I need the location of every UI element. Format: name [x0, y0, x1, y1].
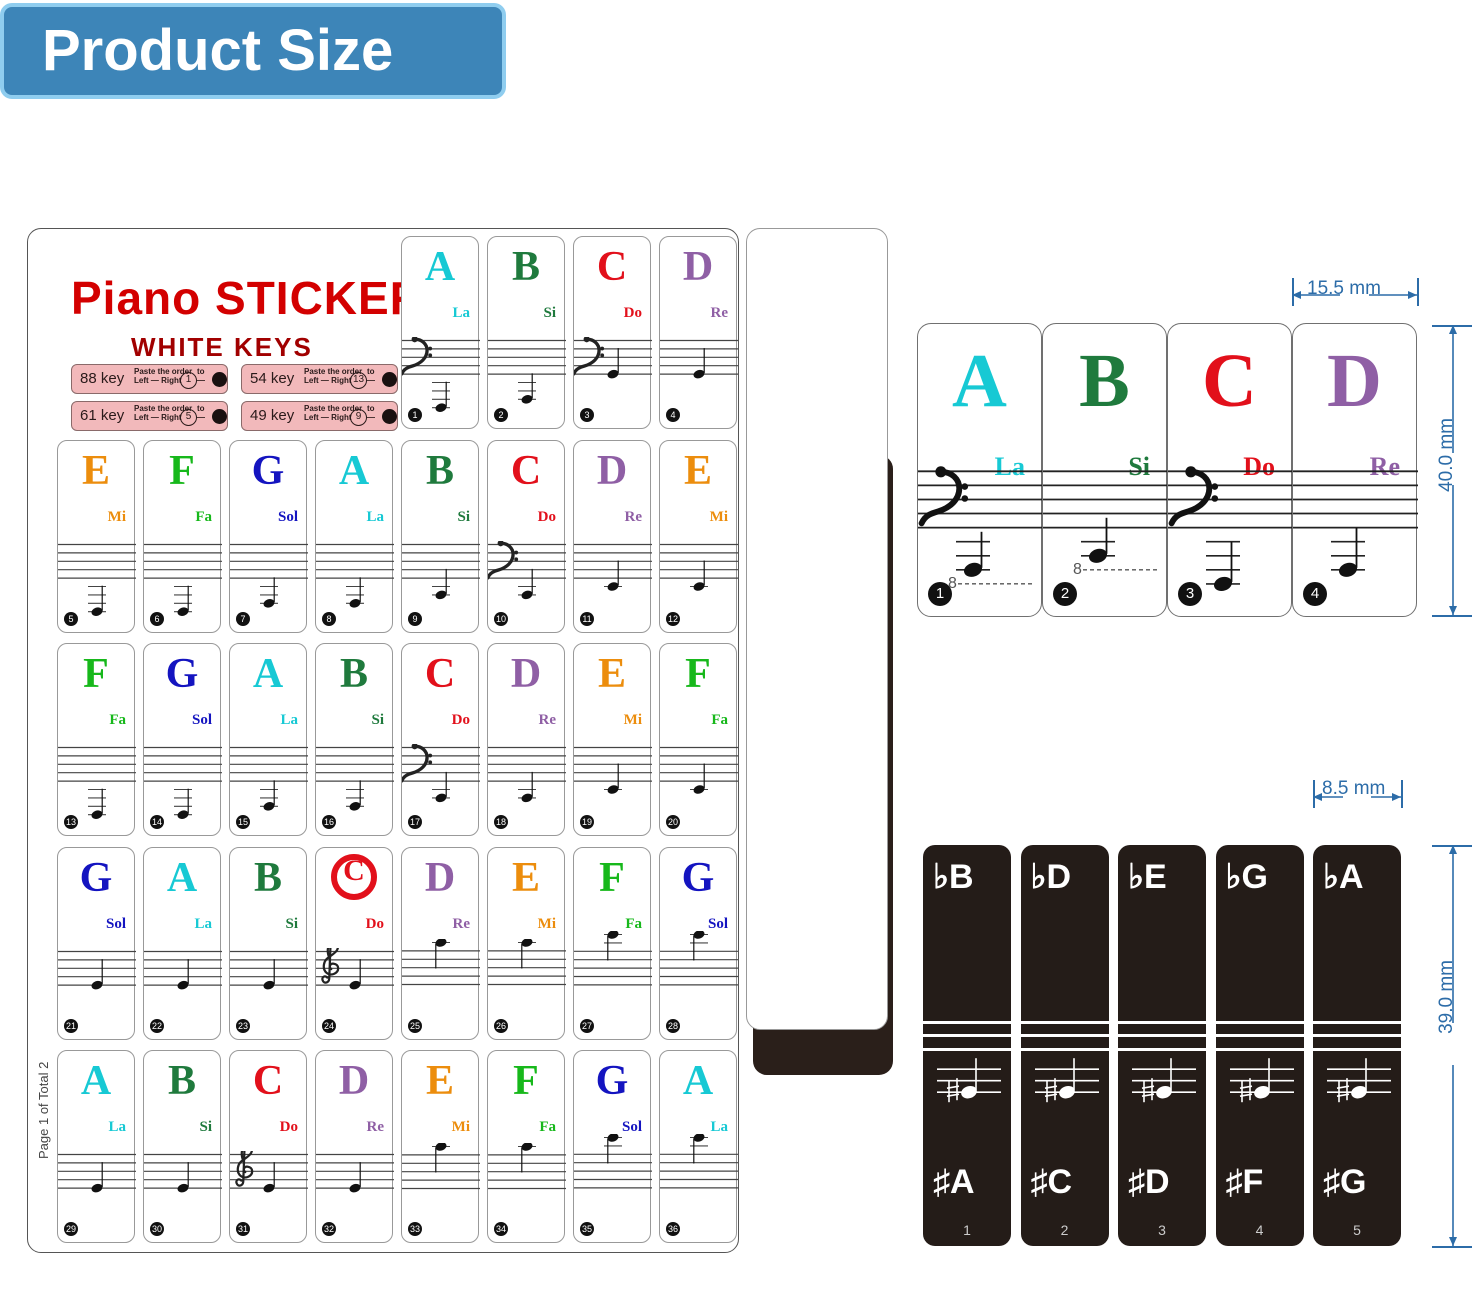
svg-text:8: 8 — [1073, 561, 1082, 578]
svg-text:8: 8 — [948, 575, 957, 592]
